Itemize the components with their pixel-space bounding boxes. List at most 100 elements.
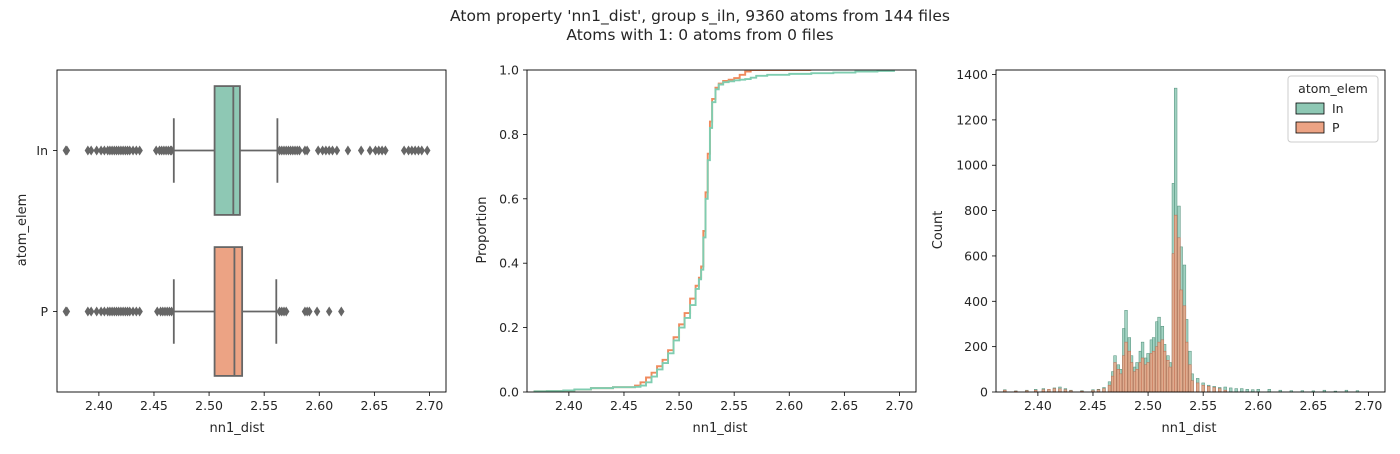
outlier-point [136,145,143,156]
y-tick-label: In [36,143,48,158]
boxplot-ylabel: atom_elem [15,194,30,266]
axes-frame [526,69,917,393]
box-In [213,85,241,216]
outlier-point [319,145,326,156]
boxplot-panel: nn1_dist atom_elem 2.40 2.45 2.50 2.55 2.60 2… [15,69,447,436]
hist-bar-In [1234,388,1238,393]
outlier-point [329,145,336,156]
hist-bar-P [1168,366,1172,393]
x-tick-label: 2.40 [85,398,113,413]
histogram-ylabel: Count [931,211,946,250]
outlier-point [133,145,140,156]
x-tick-label: 2.65 [360,398,388,413]
box-P [213,246,244,377]
legend-label-In: In [1332,101,1344,116]
outlier-point [152,145,160,156]
y-tick-label: 200 [964,339,988,354]
y-tick-label: 1.0 [499,63,519,78]
ecdf-panel: nn1_dist Proportion 2.40 2.45 2.50 2.55 2.60… [475,63,917,436]
outlier-point [283,306,290,317]
outlier-point [405,145,412,156]
outlier-point [87,145,95,156]
y-tick-label: 800 [964,203,988,218]
outlier-point [84,145,92,156]
outlier-point [84,306,92,317]
figure-title-line1: Atom property 'nn1_dist', group s_iln, 9… [450,7,950,26]
outlier-point [296,145,303,156]
x-tick-label: 2.55 [1189,398,1217,413]
y-tick-label: 0.2 [499,320,519,335]
outlier-point [126,145,133,156]
outlier-point [375,145,382,156]
y-tick-label: 1200 [956,112,988,127]
outlier-point [133,306,140,317]
hist-bar-P [1118,373,1123,393]
hist-bar-P [1173,214,1178,393]
legend-swatch-In [1295,102,1325,115]
outlier-point [418,145,425,156]
x-tick-label: 2.45 [140,398,168,413]
y-tick-label: 0.4 [499,256,519,271]
outlier-point [126,306,133,317]
outlier-point [129,306,137,317]
y-tick-label: 0.6 [499,191,519,206]
outlier-point [424,145,431,156]
hist-bar-P [1179,289,1183,393]
outlier-point [63,145,71,156]
hist-bar-P [1157,341,1161,393]
outlier-point [366,145,374,156]
x-tick-label: 2.60 [1244,398,1272,413]
outlier-point [87,306,95,317]
x-tick-label: 2.70 [1355,398,1383,413]
figure-title-line2: Atoms with 1: 0 atoms from 0 files [566,26,833,44]
outlier-point [313,306,321,317]
ecdf-line-In [533,70,895,392]
outlier-point [408,145,416,156]
outlier-point [154,306,161,317]
hist-bar-P [1201,384,1205,393]
hist-bar-P [1151,350,1156,393]
outlier-point [411,145,419,156]
outlier-point [97,306,105,317]
hist-bar-P [1212,387,1216,393]
hist-bar-P [1218,388,1222,393]
x-tick-label: 2.50 [195,398,223,413]
x-tick-label: 2.55 [720,398,748,413]
hist-bar-P [1102,388,1106,393]
outlier-point [63,306,71,317]
hist-bar-P [1052,388,1057,393]
outlier-point [314,145,322,156]
outlier-point [338,306,345,317]
hist-bar-P [1135,369,1139,393]
hist-bar-In [1229,387,1233,393]
x-tick-label: 2.70 [886,398,914,413]
hist-bar-P [1058,388,1062,393]
y-tick-label: 1400 [956,67,988,82]
legend-title: atom_elem [1298,81,1368,96]
histogram-panel: nn1_dist Count 2.40 2.45 2.50 2.55 2.60 2.65 2… [931,67,1386,436]
legend-swatch-P [1295,121,1325,134]
axes-frame [995,69,1386,393]
hist-bar-P [1107,384,1112,393]
outlier-point [303,145,311,156]
outlier-point [378,145,386,156]
x-tick-label: 2.40 [1024,398,1052,413]
hist-bar-P [1140,357,1145,393]
outlier-point [357,145,365,156]
hist-bar-P [1129,362,1134,393]
x-tick-label: 2.50 [1134,398,1162,413]
outlier-point [136,306,143,317]
legend-label-P: P [1332,120,1340,135]
x-tick-label: 2.55 [250,398,278,413]
y-tick-label: 0 [980,385,988,400]
hist-bar-P [1185,341,1189,393]
outlier-point [168,306,175,317]
outlier-point [101,306,108,317]
outlier-point [129,145,137,156]
hist-bar-P [1190,380,1194,393]
y-tick-label: 0.0 [499,385,519,400]
outlier-point [415,145,422,156]
x-tick-label: 2.60 [305,398,333,413]
hist-bar-P [1207,386,1211,393]
